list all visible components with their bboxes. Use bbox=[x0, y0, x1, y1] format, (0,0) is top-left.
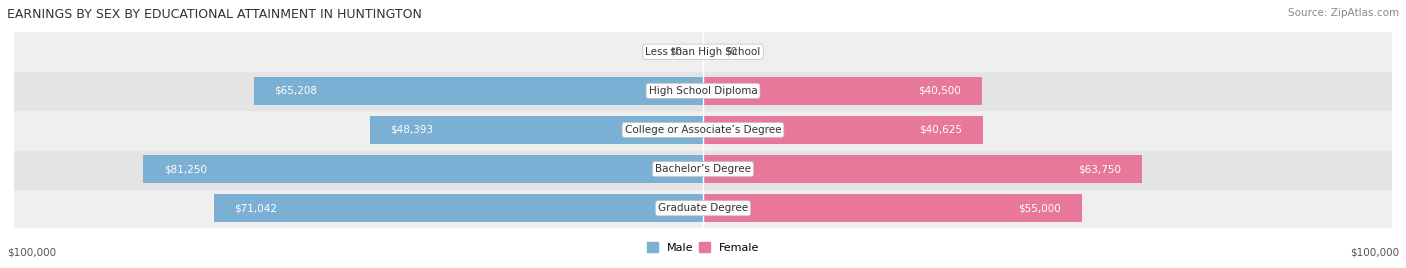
Text: $100,000: $100,000 bbox=[1350, 247, 1399, 257]
Text: $81,250: $81,250 bbox=[165, 164, 207, 174]
Bar bbox=[143, 155, 703, 183]
Bar bbox=[14, 150, 1392, 189]
Bar bbox=[14, 71, 1392, 110]
Text: EARNINGS BY SEX BY EDUCATIONAL ATTAINMENT IN HUNTINGTON: EARNINGS BY SEX BY EDUCATIONAL ATTAINMEN… bbox=[7, 8, 422, 21]
Bar bbox=[703, 116, 983, 144]
Text: $40,500: $40,500 bbox=[918, 86, 962, 96]
Bar bbox=[703, 77, 981, 105]
Text: Graduate Degree: Graduate Degree bbox=[658, 203, 748, 213]
Text: $0: $0 bbox=[724, 47, 737, 57]
Text: $0: $0 bbox=[669, 47, 682, 57]
Bar bbox=[214, 194, 703, 222]
Bar bbox=[703, 155, 1142, 183]
Text: Bachelor’s Degree: Bachelor’s Degree bbox=[655, 164, 751, 174]
Text: $40,625: $40,625 bbox=[920, 125, 962, 135]
Bar bbox=[14, 110, 1392, 150]
Text: $100,000: $100,000 bbox=[7, 247, 56, 257]
Bar bbox=[370, 116, 703, 144]
Bar bbox=[14, 32, 1392, 71]
Text: $63,750: $63,750 bbox=[1078, 164, 1122, 174]
Text: Less than High School: Less than High School bbox=[645, 47, 761, 57]
Text: $71,042: $71,042 bbox=[235, 203, 277, 213]
Text: $65,208: $65,208 bbox=[274, 86, 318, 96]
Bar bbox=[703, 194, 1083, 222]
Text: Source: ZipAtlas.com: Source: ZipAtlas.com bbox=[1288, 8, 1399, 18]
Legend: Male, Female: Male, Female bbox=[643, 238, 763, 258]
Bar bbox=[253, 77, 703, 105]
Text: High School Diploma: High School Diploma bbox=[648, 86, 758, 96]
Text: $55,000: $55,000 bbox=[1018, 203, 1062, 213]
Text: College or Associate’s Degree: College or Associate’s Degree bbox=[624, 125, 782, 135]
Bar bbox=[14, 189, 1392, 228]
Text: $48,393: $48,393 bbox=[391, 125, 433, 135]
